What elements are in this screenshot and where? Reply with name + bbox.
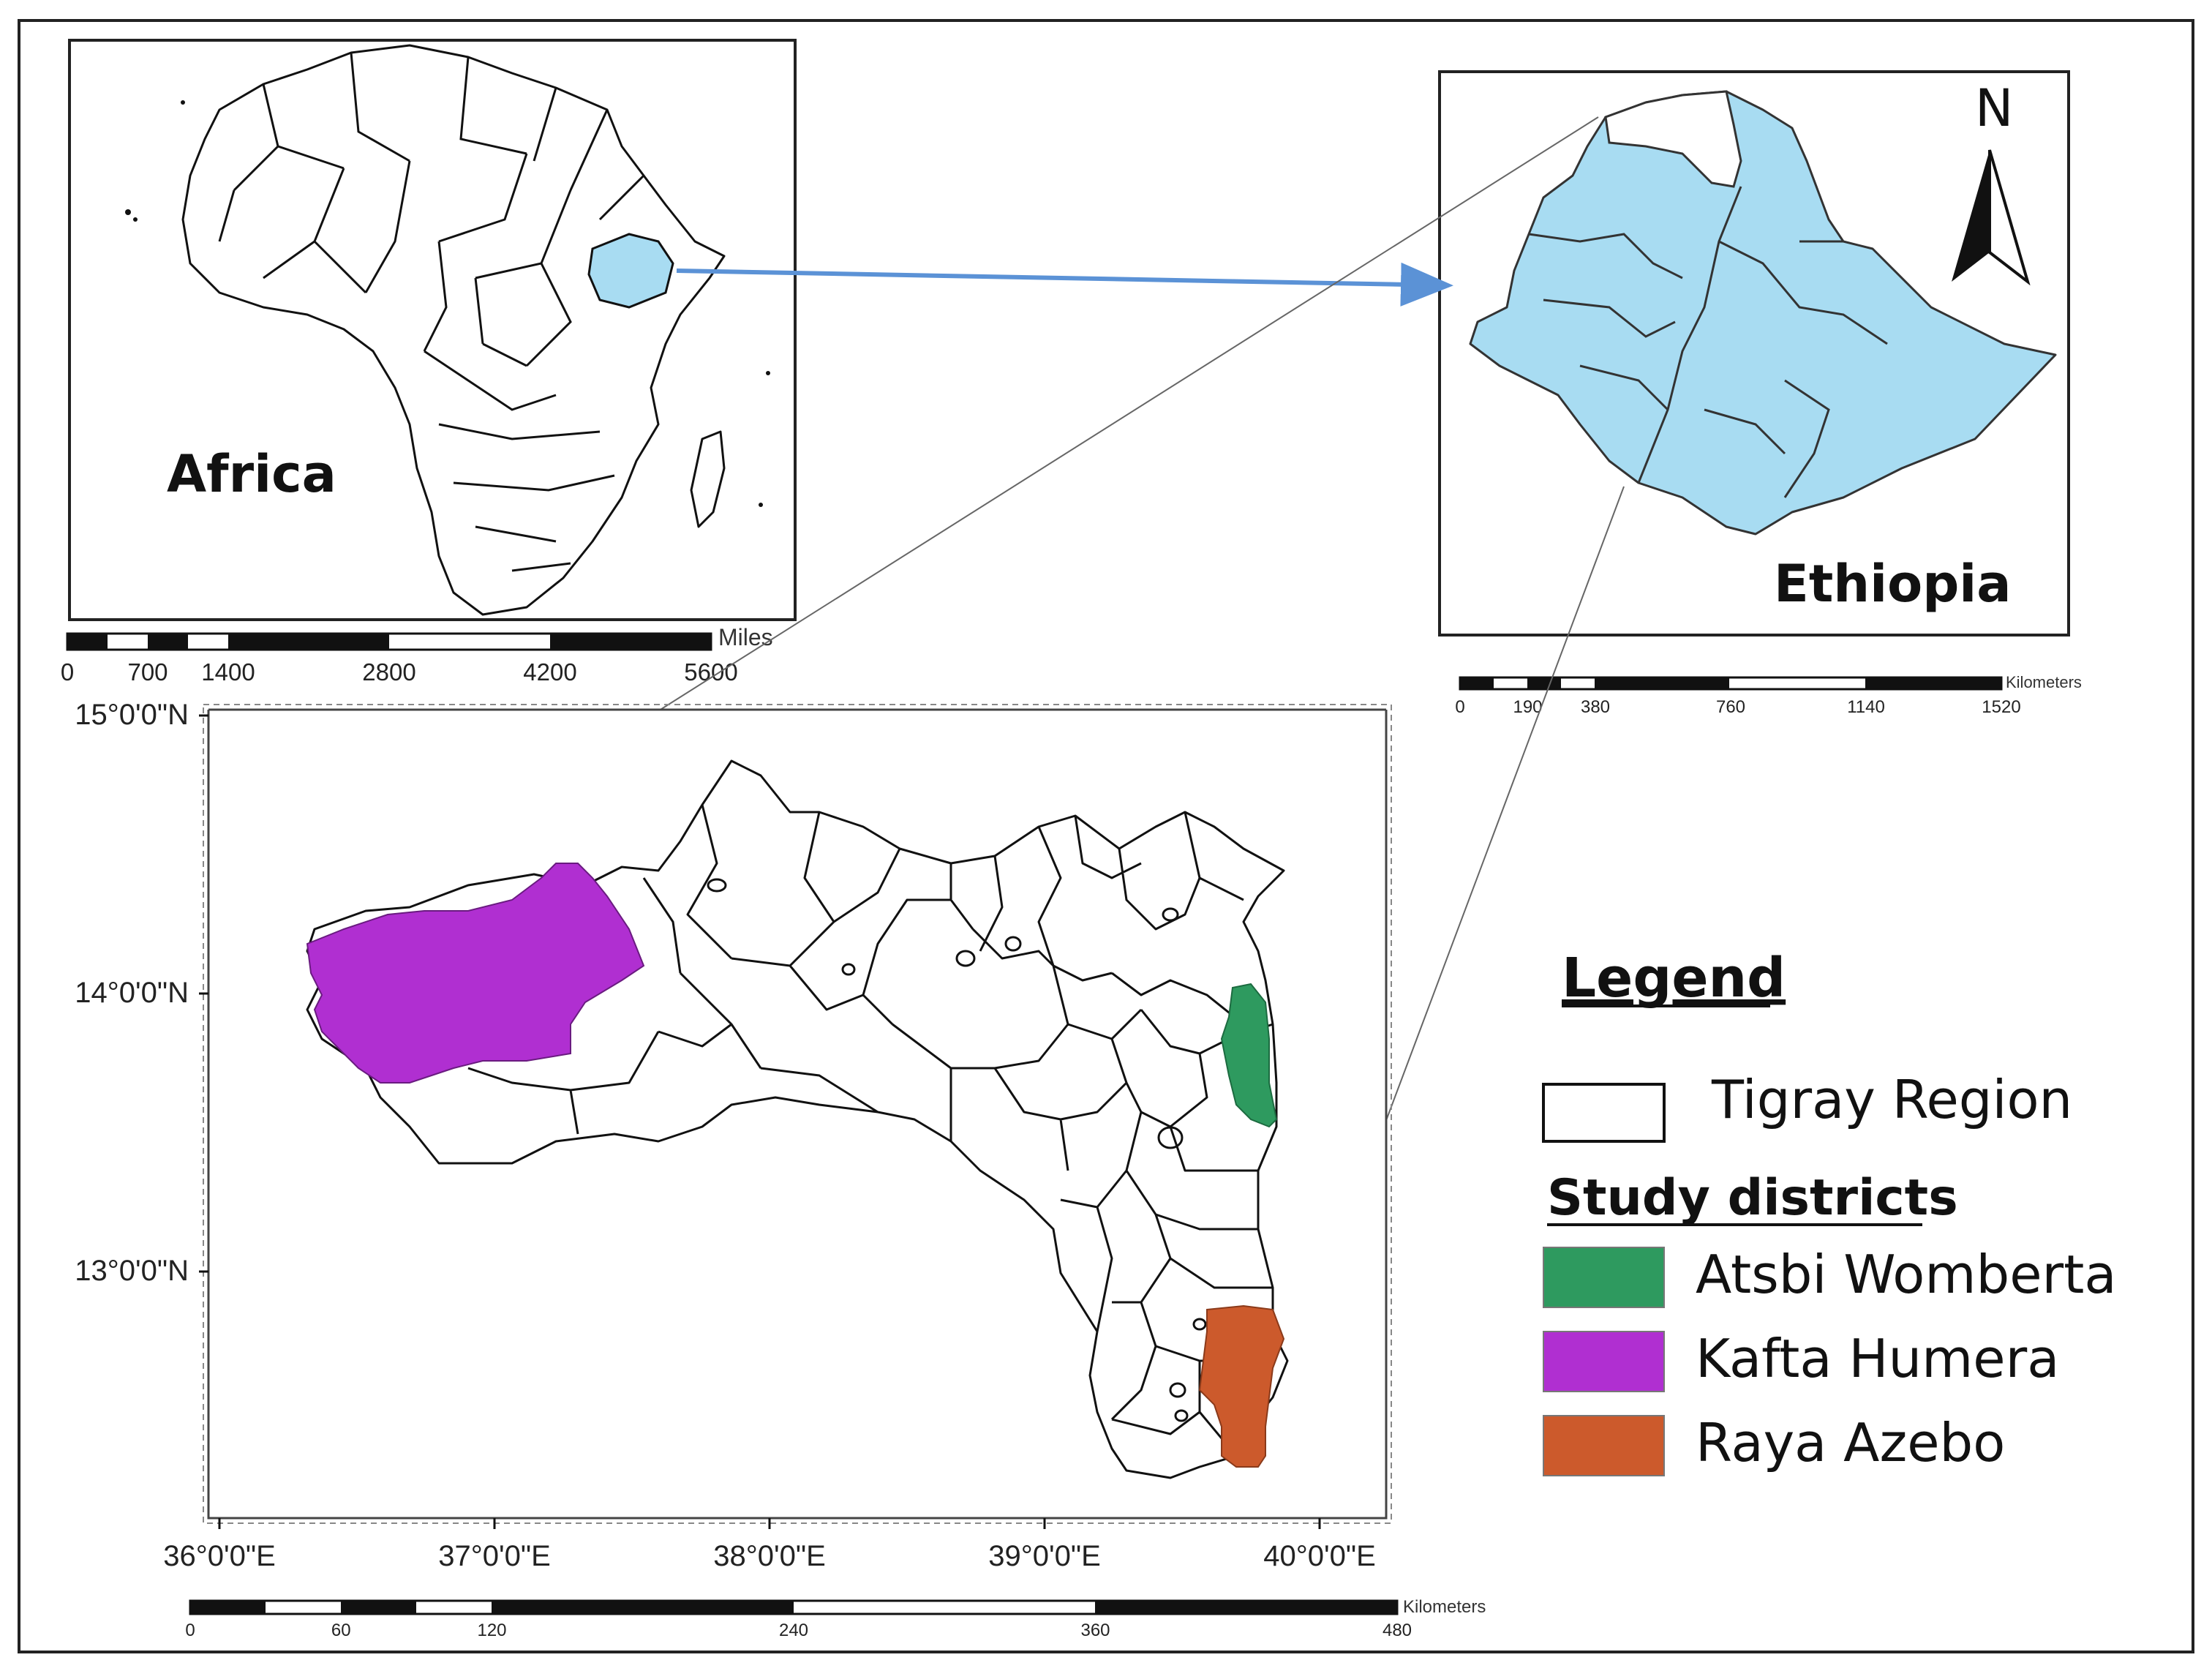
north-label: N: [1975, 78, 2013, 138]
tigray-scale-tick: 0: [185, 1621, 195, 1640]
legend-swatch: [1543, 1247, 1665, 1308]
africa-scale-bar: Miles 0 700 1400 2800 4200 5600: [61, 624, 773, 686]
africa-scale-tick: 2800: [362, 658, 415, 686]
africa-scale-tick: 4200: [523, 658, 576, 686]
ethiopia-scale-tick: 190: [1513, 697, 1542, 717]
longitude-label: 36°0'0"E: [163, 1540, 276, 1572]
legend: Legend Tigray Region Study districts Ats…: [1542, 947, 2116, 1476]
legend-subtitle: Study districts: [1547, 1169, 1958, 1227]
tigray-scale-tick: 360: [1080, 1621, 1110, 1640]
legend-swatch-tigray: [1542, 1083, 1666, 1143]
ethiopia-scale-unit: Kilometers: [2006, 673, 2082, 691]
longitude-label: 39°0'0"E: [988, 1540, 1101, 1572]
madagascar: [690, 430, 726, 528]
africa-inset: Africa: [68, 39, 797, 621]
africa-label: Africa: [167, 444, 336, 504]
tigray-scale-tick: 240: [779, 1621, 808, 1640]
africa-outline: [125, 44, 770, 616]
ethiopia-scale-tick: 380: [1581, 697, 1610, 717]
tigray-white: [1604, 90, 1742, 188]
legend-item-label: Raya Azebo: [1696, 1412, 2005, 1473]
tigray-scale-tick: 120: [477, 1621, 506, 1640]
longitude-label: 38°0'0"E: [713, 1540, 826, 1572]
ethiopia-label: Ethiopia: [1774, 554, 2012, 614]
longitude-label: 37°0'0"E: [438, 1540, 551, 1572]
locator-arrow: [676, 262, 1453, 307]
district-kafta-humera: [306, 863, 645, 1084]
latitude-label: 14°0'0"N: [75, 977, 189, 1009]
legend-label-tigray: Tigray Region: [1711, 1069, 2072, 1130]
legend-item-label: Atsbi Womberta: [1696, 1244, 2116, 1305]
district-boundaries: [467, 804, 1274, 1457]
legend-title: Legend: [1562, 947, 1786, 1010]
legend-swatch: [1543, 1331, 1665, 1392]
africa-scale-tick: 5600: [684, 658, 737, 686]
ethiopia-inset: N Ethiopia: [1438, 70, 2070, 637]
tigray-scale-tick: 60: [331, 1621, 351, 1640]
tigray-scale-bar: Kilometers 0 60 120 240 360 480: [185, 1597, 1486, 1640]
ethiopia-highlight: [587, 233, 674, 309]
tigray-map: 15°0'0"N 14°0'0"N 13°0'0"N 36°0'0"E 37°0'0"…: [75, 699, 1392, 1572]
africa-scale-unit: Miles: [718, 624, 773, 650]
ethiopia-scale-tick: 760: [1716, 697, 1745, 717]
africa-scale-tick: 700: [127, 658, 168, 686]
district-atsbi-womberta: [1220, 983, 1278, 1128]
ethiopia-scale-bar: Kilometers 0 190 380 760 1140 1520: [1455, 673, 2082, 717]
north-arrow-icon: N: [1952, 78, 2031, 286]
tigray-scale-tick: 480: [1382, 1621, 1412, 1640]
ethiopia-scale-tick: 0: [1455, 697, 1464, 717]
district-raya-azebo: [1198, 1304, 1285, 1468]
ethiopia-scale-tick: 1140: [1847, 697, 1885, 717]
africa-scale-tick: 0: [61, 658, 74, 686]
latitude-label: 13°0'0"N: [75, 1255, 189, 1287]
ethiopia-map: [1469, 90, 2057, 536]
africa-scale-tick: 1400: [201, 658, 255, 686]
outer-frame: [18, 19, 2194, 1653]
legend-item-label: Kafta Humera: [1696, 1328, 2059, 1389]
longitude-label: 40°0'0"E: [1263, 1540, 1376, 1572]
latitude-label: 15°0'0"N: [75, 699, 189, 731]
ethiopia-scale-tick: 1520: [1982, 697, 2020, 717]
tigray-scale-unit: Kilometers: [1403, 1597, 1486, 1617]
legend-swatch: [1543, 1415, 1665, 1476]
